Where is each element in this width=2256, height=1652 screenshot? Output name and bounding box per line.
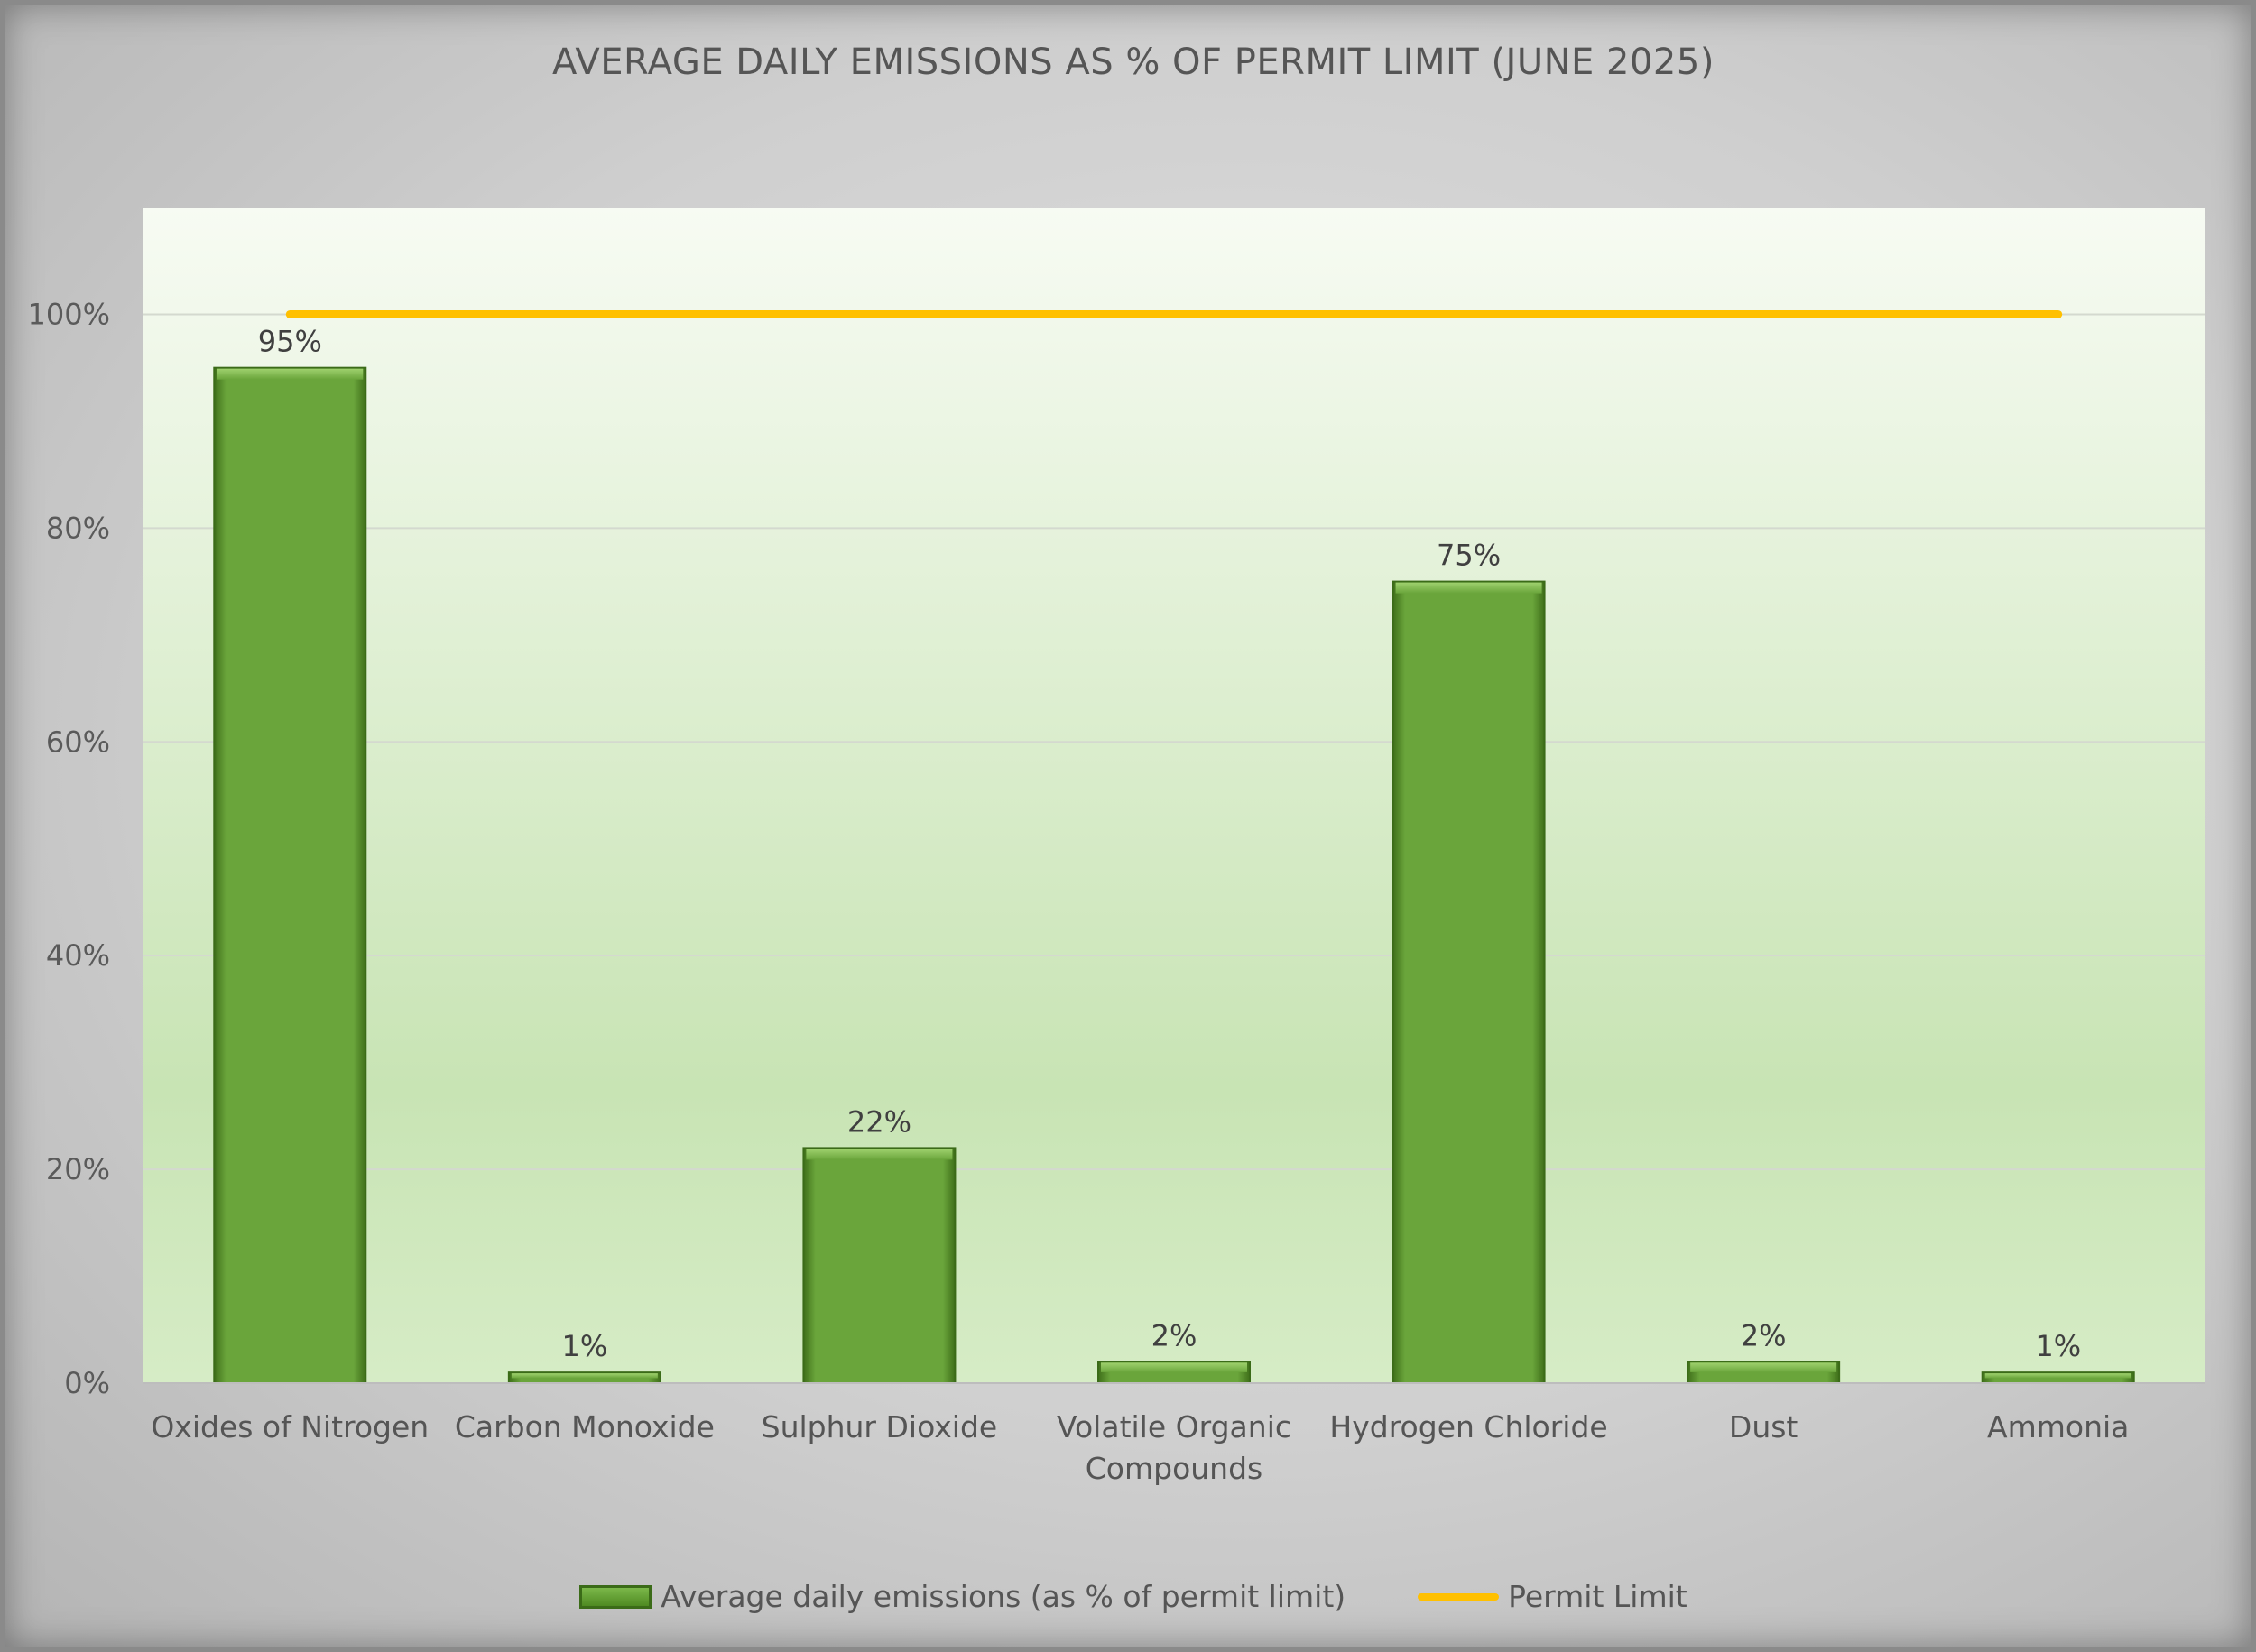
bar-highlight [806,1149,953,1160]
y-tick-label: 40% [46,938,110,973]
x-tick-label-line: Carbon Monoxide [455,1409,715,1444]
bar-highlight [1690,1362,1837,1372]
bar-highlight [217,368,364,380]
data-label: 1% [2035,1329,2081,1363]
bar-highlight [1984,1373,2131,1379]
y-tick-label: 0% [64,1366,110,1400]
bar-highlight [1101,1362,1247,1372]
legend-label-emissions: Average daily emissions (as % of permit … [661,1579,1346,1614]
legend-item-permit-limit: Permit Limit [1418,1579,1687,1614]
legend: Average daily emissions (as % of permit … [5,1579,2256,1614]
legend-swatch-emissions [579,1584,652,1609]
chart-title: AVERAGE DAILY EMISSIONS AS % OF PERMIT L… [552,42,1715,83]
x-tick-label-line: Compounds [1086,1451,1263,1486]
x-tick-label: Ammonia [1987,1409,2129,1444]
bars [213,366,2135,1385]
data-label: 75% [1437,539,1501,573]
data-label: 2% [1741,1318,1787,1352]
x-tick-label: Carbon Monoxide [455,1409,715,1444]
x-tick-label-line: Hydrogen Chloride [1329,1409,1607,1444]
data-labels: 95% 1% 22% 2% 75% 2% 1% [258,325,2081,1363]
data-label: 1% [561,1329,607,1363]
x-tick-label: Sulphur Dioxide [762,1409,998,1444]
x-tick-label-line: Dust [1729,1409,1798,1444]
chart-svg: 95% 1% 22% 2% 75% 2% 1% 0% 20% 40% 60% 80% 100% Oxid… [28,208,2205,1486]
bar-highlight [1395,582,1542,594]
bar [213,366,367,1385]
x-tick-label-line: Ammonia [1987,1409,2129,1444]
data-label: 22% [847,1104,911,1139]
legend-swatch-permit-limit [1418,1592,1500,1601]
x-tick-label: Oxides of Nitrogen [151,1409,429,1444]
x-tick-label-line: Oxides of Nitrogen [151,1409,429,1444]
bar-highlight [511,1373,658,1379]
axes: 0% 20% 40% 60% 80% 100% Oxides of Nitrogen Carb… [28,297,2205,1486]
y-tick-label: 20% [46,1152,110,1186]
gridlines [143,313,2205,1171]
x-tick-label: Hydrogen Chloride [1329,1409,1607,1444]
data-label: 2% [1151,1318,1197,1352]
bar [1392,580,1546,1384]
x-tick-label: Dust [1729,1409,1798,1444]
data-label: 95% [258,325,322,359]
plot-area [143,208,2205,1383]
x-tick-label-line: Volatile Organic [1057,1409,1291,1444]
legend-label-permit-limit: Permit Limit [1508,1579,1687,1614]
y-tick-label: 60% [46,724,110,759]
legend-item-emissions: Average daily emissions (as % of permit … [579,1579,1345,1614]
y-tick-label: 80% [46,511,110,545]
x-tick-label-line: Sulphur Dioxide [762,1409,998,1444]
x-tick-label: Volatile Organic Compounds [1057,1409,1291,1486]
bar [802,1147,957,1385]
y-tick-label: 100% [28,297,110,331]
